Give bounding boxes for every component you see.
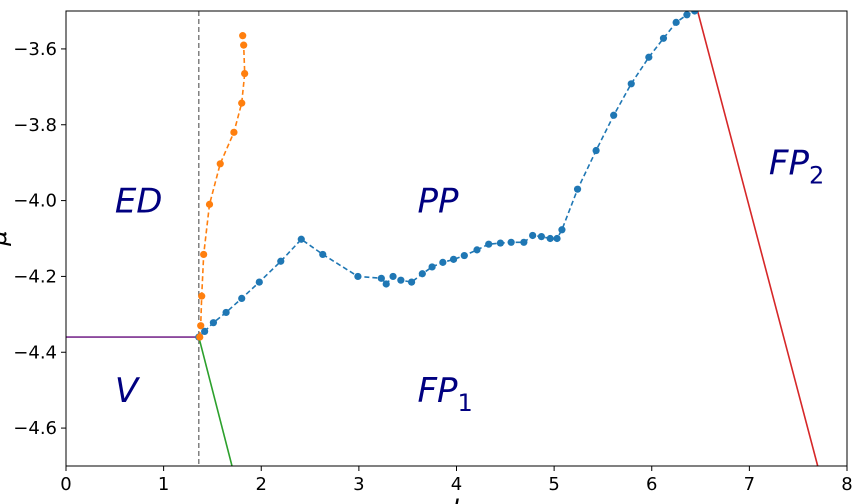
- series-1-line: [198, 35, 246, 338]
- series-0-point: [507, 238, 515, 246]
- series-0-point: [460, 251, 468, 260]
- series-1-point: [230, 128, 238, 136]
- x-tick-label: 2: [256, 474, 267, 495]
- series-0-point: [255, 278, 263, 286]
- series-0-point: [683, 11, 691, 19]
- series-0-point: [553, 234, 561, 243]
- series-0-point: [691, 11, 699, 15]
- series-1-point: [205, 200, 214, 208]
- phase-label-pp: PP: [417, 182, 459, 222]
- series-1-point: [196, 333, 204, 341]
- phase-label-v: V: [115, 371, 141, 411]
- series-0-point: [529, 231, 537, 240]
- x-tick-label: 6: [646, 474, 657, 495]
- series-0-point: [672, 18, 680, 26]
- series-0-point: [645, 53, 653, 61]
- series-0-point: [627, 80, 635, 88]
- series-0-point: [389, 272, 397, 281]
- series-0-point: [537, 233, 546, 241]
- x-tick-label: 4: [451, 474, 462, 495]
- x-tick-label: 7: [744, 474, 755, 495]
- series-0-point: [610, 111, 618, 119]
- series-0-point: [354, 272, 362, 281]
- x-tick-label: 8: [841, 474, 852, 495]
- series-0-point: [377, 274, 385, 282]
- x-tick-label: 0: [60, 474, 71, 495]
- series-0-point: [209, 319, 218, 327]
- series-1-point: [200, 250, 208, 259]
- series-0-point: [238, 294, 246, 303]
- series-0-point: [449, 255, 458, 263]
- series-0-point: [418, 270, 426, 278]
- series-0-line: [198, 11, 696, 338]
- phase-label-fp2: FP2: [769, 144, 824, 190]
- x-tick-label: 1: [158, 474, 169, 495]
- series-0-point: [382, 280, 390, 288]
- series-0-point: [428, 263, 436, 271]
- phase-label-fp1: FP1: [417, 371, 472, 417]
- series-1-point: [240, 41, 248, 49]
- series-1-point: [238, 99, 246, 107]
- y-tick-label: −4.2: [13, 266, 57, 287]
- series-0-point: [473, 246, 481, 254]
- series-3-line: [696, 11, 819, 466]
- series-0-point: [439, 258, 447, 266]
- series-1-point: [198, 292, 206, 300]
- y-tick-label: −4.6: [13, 418, 57, 439]
- y-tick-label: −3.6: [13, 39, 57, 60]
- series-0-point: [592, 146, 600, 155]
- series-0-point: [558, 226, 566, 234]
- phase-label-ed: ED: [115, 182, 163, 222]
- series-0-point: [407, 278, 416, 286]
- y-tick-label: −3.8: [13, 115, 57, 136]
- x-tick-label: 5: [548, 474, 559, 495]
- series-0-point: [319, 250, 327, 259]
- series-0-point: [222, 308, 230, 317]
- series-0-point: [520, 238, 528, 246]
- y-tick-label: −4.4: [13, 342, 57, 363]
- series-0-point: [397, 276, 405, 284]
- series-0-point: [496, 239, 505, 247]
- series-0-point: [277, 257, 285, 265]
- series-2-line: [198, 336, 233, 466]
- series-0-point: [573, 185, 582, 193]
- series-1-point: [197, 322, 205, 330]
- series-0-point: [297, 235, 305, 243]
- y-tick-label: −4.0: [13, 191, 57, 212]
- series-1-point: [241, 69, 249, 78]
- y-axis-label: μ: [0, 230, 12, 246]
- series-1-point: [239, 32, 247, 40]
- series-0-point: [659, 34, 668, 42]
- series-1-point: [216, 160, 224, 168]
- x-tick-label: 3: [353, 474, 364, 495]
- series-0-point: [485, 240, 493, 248]
- series-0-point: [546, 234, 554, 243]
- x-axis-label: J: [448, 494, 459, 504]
- series-0-point: [201, 327, 209, 335]
